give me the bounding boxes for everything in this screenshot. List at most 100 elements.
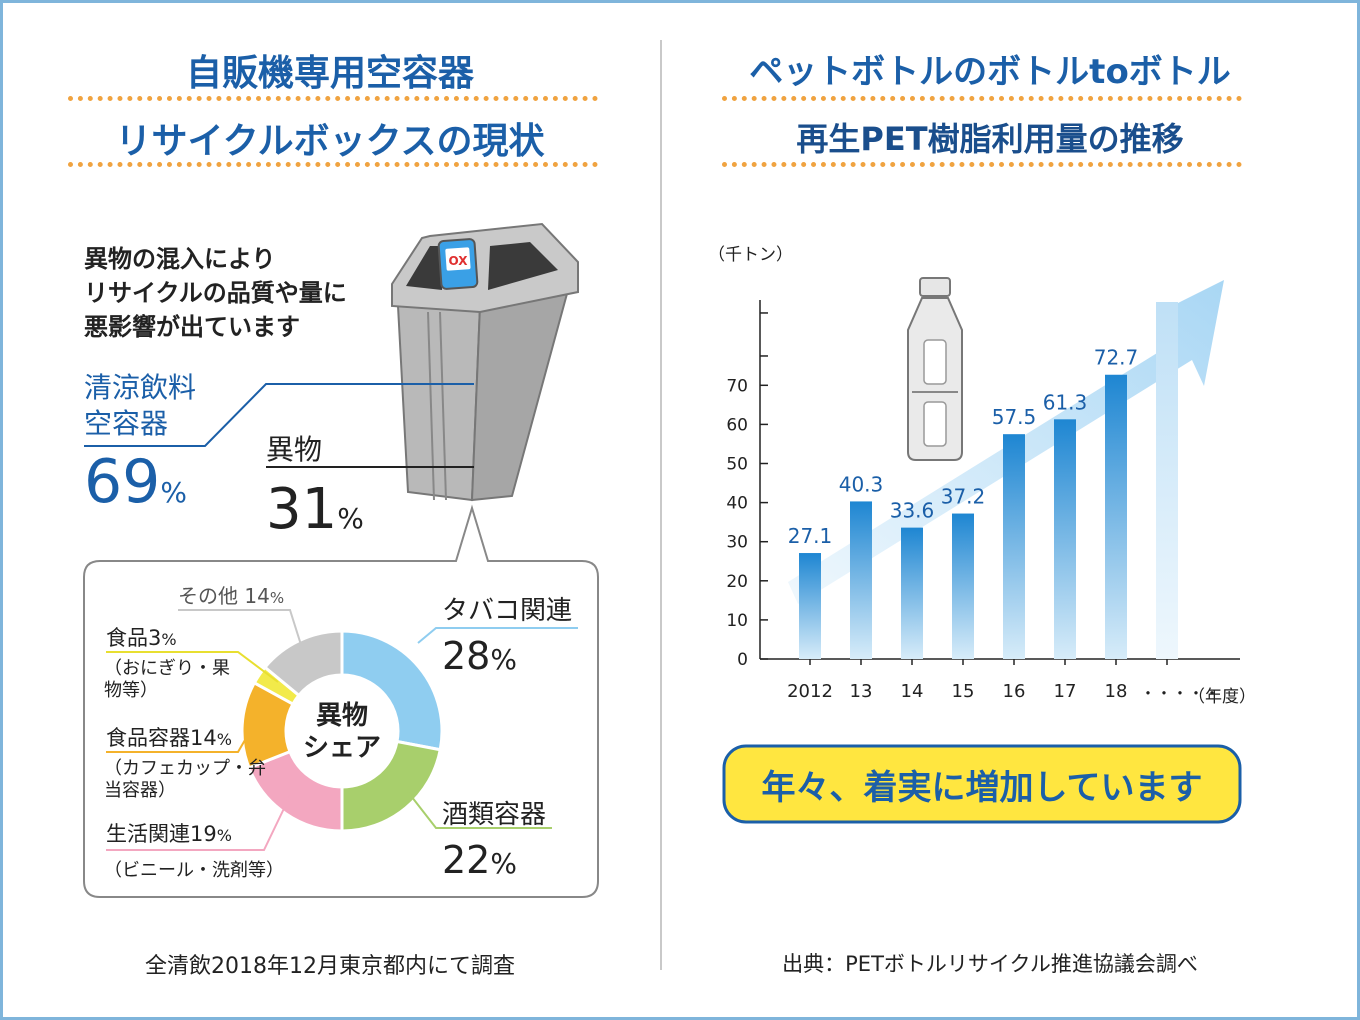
recycle-bin-illustration: OX <box>391 222 579 502</box>
bar <box>1054 419 1076 659</box>
donut-center-line1: 異物 <box>315 701 368 731</box>
bar-value-label: 33.6 <box>890 499 935 523</box>
x-tick-label: 14 <box>901 681 924 702</box>
bar <box>850 501 872 659</box>
donut-leader-lines <box>106 609 578 851</box>
x-tick-label: 17 <box>1054 681 1077 702</box>
beverage-label: 清涼飲料 空容器 <box>84 370 196 442</box>
statement-line: 悪影響が出ています <box>84 313 300 341</box>
y-tick-label: 60 <box>726 415 748 435</box>
bar <box>1105 374 1127 659</box>
bar-value-label: 40.3 <box>839 472 884 496</box>
slice-value-unit: % <box>161 630 177 649</box>
beverage-leader-line <box>84 383 474 447</box>
slice-value-number: 3 <box>148 626 162 650</box>
slice-detail-food: （おにぎり・果物等） <box>104 658 230 701</box>
right-title-dots-1 <box>722 96 1242 101</box>
slice-value-number: 19 <box>190 822 217 846</box>
y-tick-label: 40 <box>726 494 748 514</box>
trend-arrow <box>788 280 1224 604</box>
slice-label-other: その他 14% <box>178 580 284 609</box>
bar-value-label: 72.7 <box>1094 346 1139 370</box>
y-tick-label: 20 <box>726 572 748 592</box>
slice-value-unit: % <box>490 847 517 880</box>
right-title-line1: ペットボトルのボトルtoボトル <box>749 52 1231 92</box>
slice-label-alcohol: 酒類容器 <box>442 800 547 830</box>
foreign-unit: % <box>337 502 364 535</box>
bar-value-label: 61.3 <box>1043 390 1088 414</box>
slice-value-number: 22 <box>442 838 491 882</box>
x-tick-label: 2012 <box>787 681 833 702</box>
x-axis-unit: （年度） <box>1188 687 1256 707</box>
slice-value-unit: % <box>216 730 232 749</box>
bin-badge-text: OX <box>448 254 468 268</box>
beverage-label-line1: 清涼飲料 <box>84 371 197 404</box>
impact-statement: 異物の混入により リサイクルの品質や量に 悪影響が出ています <box>84 242 347 344</box>
foreign-label: 異物 <box>266 433 323 466</box>
banner-box <box>722 744 1242 824</box>
slice-label-living: 生活関連19% <box>106 818 232 848</box>
slice-detail-living: （ビニール・洗剤等） <box>104 860 284 881</box>
slice-value-number: 28 <box>442 634 491 678</box>
bar <box>952 513 974 659</box>
left-title-dots-1 <box>68 96 598 101</box>
bar <box>1003 434 1025 659</box>
y-tick-label: 10 <box>726 611 748 631</box>
left-title-line2: リサイクルボックスの現状 <box>115 121 545 162</box>
beverage-unit: % <box>160 476 187 509</box>
left-title-dots-2 <box>68 162 598 167</box>
share-callout-box <box>83 504 599 898</box>
slice-detail-food-container: （カフェカップ・弁当容器） <box>104 758 266 801</box>
y-tick-label: 70 <box>726 376 748 396</box>
x-tick-label: 13 <box>850 681 873 702</box>
donut-center-line2: シェア <box>302 733 381 763</box>
bar-value-label: 57.5 <box>992 405 1037 429</box>
x-tick-label: 18 <box>1105 681 1128 702</box>
slice-value-number: 14 <box>190 726 217 750</box>
statement-line: リサイクルの品質や量に <box>84 279 347 307</box>
future-bar <box>1156 302 1178 659</box>
bar <box>799 553 821 659</box>
slice-value-number: 14 <box>244 584 270 608</box>
pet-bottle-illustration <box>907 277 963 461</box>
y-tick-label: 30 <box>726 533 748 553</box>
slice-name: 生活関連 <box>106 822 190 846</box>
foreign-percent: 31% <box>266 478 364 555</box>
beverage-percent: 69% <box>84 450 187 529</box>
slice-label-tobacco: タバコ関連 <box>442 596 573 626</box>
banner-text: 年々、着実に増加しています <box>761 768 1203 808</box>
slice-label-food-container: 食品容器14% <box>106 722 232 752</box>
left-footnote: 全清飲2018年12月東京都内にて調査 <box>145 954 515 979</box>
donut-chart <box>240 629 444 833</box>
slice-name: 食品容器 <box>106 726 190 750</box>
beverage-label-line2: 空容器 <box>84 407 169 440</box>
right-title-dots-2 <box>722 162 1242 167</box>
y-tick-label: 0 <box>737 650 748 670</box>
left-title-line1: 自販機専用空容器 <box>185 53 474 94</box>
bar-value-label: 27.1 <box>788 524 833 548</box>
slice-value-alcohol: 22% <box>442 838 517 882</box>
slice-label-food: 食品3% <box>106 622 177 652</box>
x-tick-label: 15 <box>952 681 975 702</box>
donut-slice <box>340 629 444 752</box>
y-axis-unit: （千トン） <box>708 245 793 265</box>
bar <box>901 527 923 659</box>
right-title-line2: 再生PET樹脂利用量の推移 <box>796 120 1184 158</box>
y-tick-label: 50 <box>726 455 748 475</box>
right-source: 出典：PETボトルリサイクル推進協議会調べ <box>782 952 1198 976</box>
x-axis-ellipsis: ・・・・・ <box>1140 684 1221 703</box>
slice-value-tobacco: 28% <box>442 634 517 678</box>
bar-value-label: 37.2 <box>941 485 986 509</box>
donut-center-label: 異物 シェア <box>282 700 402 764</box>
slice-name: 食品 <box>106 626 148 650</box>
slice-name: その他 <box>178 584 238 608</box>
statement-line: 異物の混入により <box>84 245 276 273</box>
slice-value-unit: % <box>269 589 285 607</box>
x-tick-label: 16 <box>1003 681 1026 702</box>
slice-value-unit: % <box>216 826 232 845</box>
donut-slice <box>262 629 344 698</box>
foreign-value: 31 <box>266 477 338 542</box>
